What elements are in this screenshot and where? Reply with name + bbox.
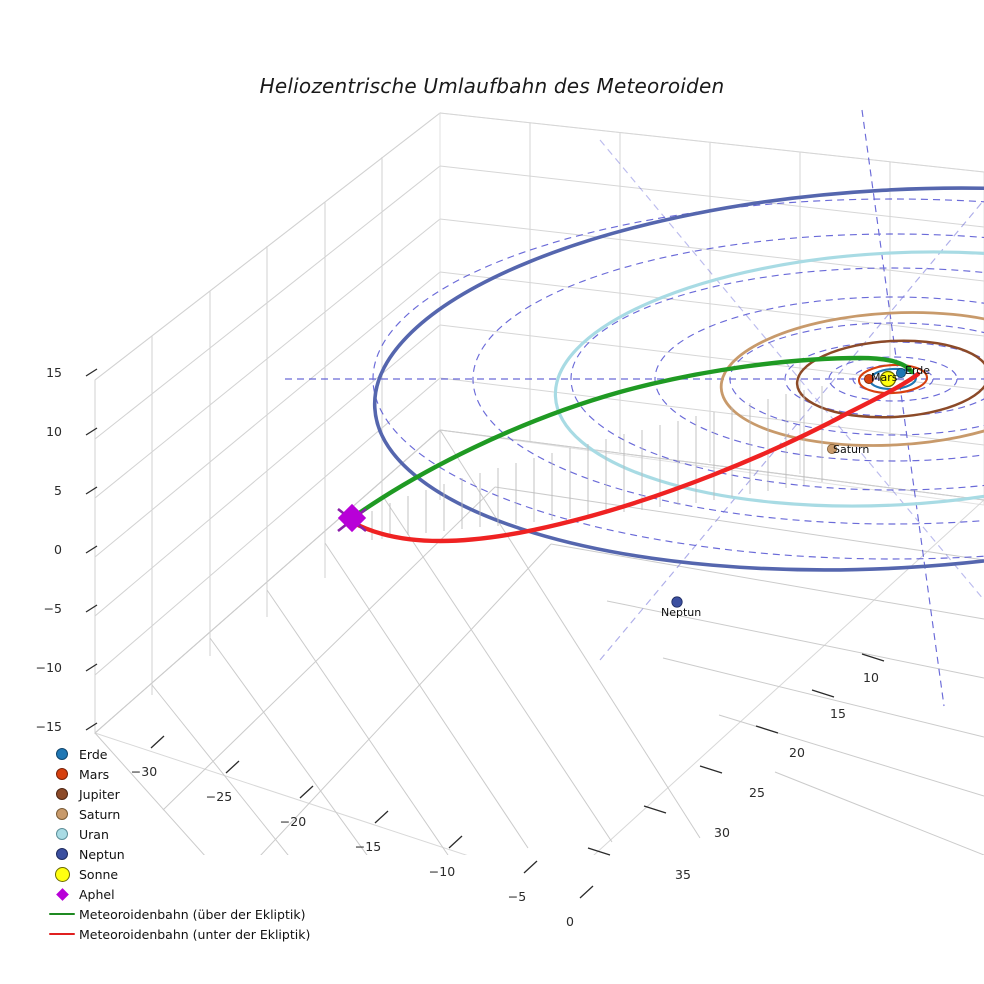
legend-label: Meteoroidenbahn (unter der Ekliptik)	[79, 926, 311, 942]
erde-marker	[896, 367, 907, 378]
dot-icon	[45, 788, 79, 800]
y-tick-4: 30	[714, 825, 730, 840]
y-axis: 10 15 20 25 30 35	[587, 653, 885, 882]
orbit-below-ecliptic	[349, 371, 921, 544]
line-icon	[45, 912, 79, 916]
dot-icon	[45, 828, 79, 840]
legend-label: Uran	[79, 826, 109, 842]
dot-icon	[45, 848, 79, 860]
z-tick-0: 15	[46, 365, 62, 380]
legend-label: Erde	[79, 746, 108, 762]
y-tick-3: 25	[749, 785, 765, 800]
z-tick-3: 0	[54, 542, 62, 557]
x-tick-1: −25	[206, 789, 232, 804]
z-tick-5: −10	[36, 660, 62, 675]
legend-item-orbit-above[interactable]: Meteoroidenbahn (über der Ekliptik)	[45, 904, 310, 924]
sonne-marker	[879, 370, 897, 388]
erde-label: Erde	[905, 364, 930, 377]
legend-label: Saturn	[79, 806, 121, 822]
orbit-mars	[857, 363, 929, 395]
legend-item-mars[interactable]: Mars	[45, 764, 310, 784]
legend-label: Meteoroidenbahn (über der Ekliptik)	[79, 906, 306, 922]
y-tick-0: 10	[863, 670, 879, 685]
saturn-label: Saturn	[833, 443, 869, 456]
z-axis: 15 10 5 0 −5 −10 −15	[36, 365, 98, 734]
z-tick-1: 10	[46, 424, 62, 439]
legend-label: Sonne	[79, 866, 119, 882]
legend-label: Jupiter	[79, 786, 120, 802]
x-tick-3: −15	[355, 839, 381, 854]
legend-label: Aphel	[79, 886, 115, 902]
meteoroid-orbit	[349, 355, 921, 544]
legend-item-aphel[interactable]: Aphel	[45, 884, 310, 904]
orbit-neptun	[372, 186, 984, 572]
planet-orbits	[372, 186, 984, 572]
legend-label: Mars	[79, 766, 110, 782]
dot-icon	[45, 768, 79, 780]
diamond-icon	[45, 887, 79, 901]
y-tick-2: 20	[789, 745, 805, 760]
orbit-saturn	[719, 311, 984, 447]
mars-label: Mars	[871, 371, 898, 384]
orbit-uran	[553, 250, 984, 508]
mars-marker	[864, 373, 875, 384]
dot-icon	[45, 748, 79, 760]
z-tick-6: −15	[36, 719, 62, 734]
z-tick-4: −5	[44, 601, 62, 616]
sun-dot-icon	[45, 866, 79, 882]
x-tick-0: −30	[131, 764, 157, 779]
x-tick-6: 0	[566, 914, 574, 929]
x-tick-2: −20	[280, 814, 306, 829]
aphel-marker	[337, 503, 367, 533]
legend-item-orbit-below[interactable]: Meteoroidenbahn (unter der Ekliptik)	[45, 924, 310, 944]
legend-item-sonne[interactable]: Sonne	[45, 864, 310, 884]
neptun-marker	[671, 596, 683, 608]
y-tick-5: 35	[675, 867, 691, 882]
orbit-above-ecliptic	[349, 355, 915, 521]
legend-item-jupiter[interactable]: Jupiter	[45, 784, 310, 804]
z-tick-2: 5	[54, 483, 62, 498]
legend-item-uran[interactable]: Uran	[45, 824, 310, 844]
legend-item-erde[interactable]: Erde	[45, 744, 310, 764]
legend-item-neptun[interactable]: Neptun	[45, 844, 310, 864]
axes-panes	[94, 111, 984, 855]
legend-item-saturn[interactable]: Saturn	[45, 804, 310, 824]
x-tick-4: −10	[429, 864, 455, 879]
left-wall-grid	[94, 111, 441, 735]
floor-projections	[285, 109, 984, 707]
chart-title: Heliozentrische Umlaufbahn des Meteoroid…	[259, 74, 725, 98]
legend-label: Neptun	[79, 846, 125, 862]
saturn-marker	[827, 443, 838, 454]
y-tick-1: 15	[830, 706, 846, 721]
dot-icon	[45, 808, 79, 820]
chart-legend: Erde Mars Jupiter Saturn Uran Neptun	[45, 744, 310, 944]
line-icon	[45, 932, 79, 936]
orbit-jupiter	[795, 339, 984, 419]
x-tick-5: −5	[508, 889, 526, 904]
neptun-label: Neptun	[661, 606, 701, 619]
x-axis: −30 −25 −20 −15 −10 −5 0	[131, 735, 594, 929]
body-markers: Mars Erde Saturn Neptun	[337, 364, 930, 619]
